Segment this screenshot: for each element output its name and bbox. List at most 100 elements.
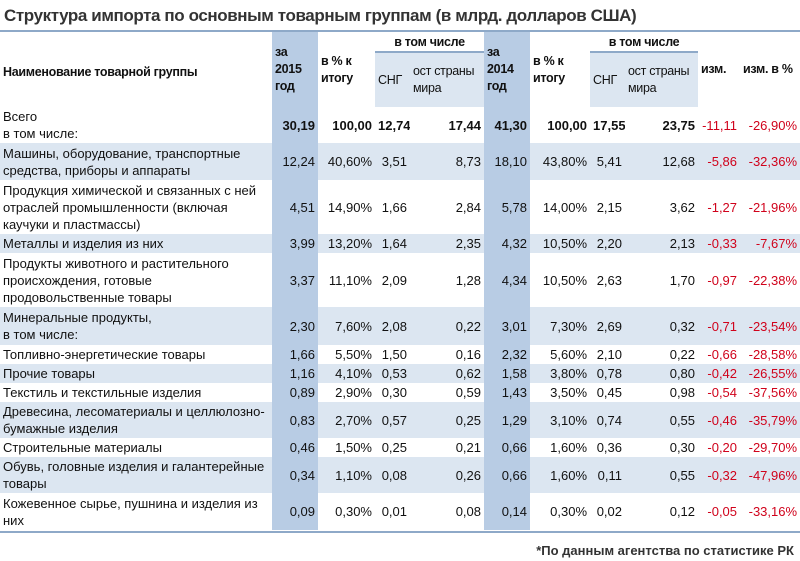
header-pct-2015: в % к итогу (321, 53, 353, 85)
cell-pct2014: 3,10% (530, 402, 591, 438)
cell-y2014: 0,14 (484, 493, 531, 530)
cell-rest2015: 2,84 (455, 199, 482, 215)
cell-change: -0,46 (698, 402, 741, 438)
cell-pct2014: 14,00% (542, 199, 588, 215)
cell-y2015: 30,19 (272, 107, 318, 143)
cell-y2014: 5,78 (484, 180, 531, 234)
cell-y2014: 4,32 (484, 234, 531, 253)
cell-pct2014: 43,80% (530, 143, 591, 180)
cell-y2014: 0,66 (484, 457, 531, 493)
cell-cis2014: 0,78 (590, 364, 626, 383)
cell-y2014: 2,32 (484, 345, 531, 364)
cell-pct2015: 2,90% (335, 385, 372, 400)
cell-change-pct: -23,54% (740, 307, 800, 345)
header-2014: за 2014 год (484, 32, 531, 107)
cell-rest2014: 0,80 (625, 364, 699, 383)
row-name: Продукция химической и связанных с ней о… (3, 182, 257, 232)
cell-rest2014: 0,30 (669, 440, 696, 455)
cell-y2014: 1,29 (484, 402, 531, 438)
table-row: Древесина, лесоматериалы и целлюлозно-бу… (0, 402, 800, 438)
cell-pct2014: 1,60% (550, 440, 588, 455)
cell-change-pct: -29,70% (748, 440, 798, 455)
table-row: Машины, оборудование, транспортные средс… (0, 143, 800, 180)
cell-y2014: 41,30 (484, 107, 531, 143)
page-title: Структура импорта по основным товарным г… (4, 6, 637, 25)
cell-y2015: 1,16 (272, 364, 318, 383)
cell-cis2015: 1,66 (381, 199, 407, 215)
cell-rest2014: 0,55 (625, 457, 699, 493)
cell-y2015: 0,46 (272, 438, 318, 457)
table-row: Продукция химической и связанных с ней о… (0, 180, 800, 234)
cell-pct2015: 14,90% (327, 199, 372, 215)
cell-cis2014: 2,63 (596, 272, 623, 288)
cell-pct2014: 3,80% (530, 364, 591, 383)
row-name: Металлы и изделия из них (0, 234, 272, 253)
cell-pct2014: 5,60% (550, 347, 588, 362)
header-incl-2015: в том числе (375, 32, 485, 53)
row-name: Минеральные продукты, в том числе: (0, 307, 272, 345)
header-change: изм. (701, 62, 727, 76)
cell-pct2014: 7,30% (530, 307, 591, 345)
table-row: Обувь, головные изделия и галантерейные … (0, 457, 800, 493)
row-name: Топливно-энергетические товары (3, 347, 206, 362)
cell-cis2015: 0,25 (381, 440, 407, 455)
cell-rest2014: 0,12 (669, 504, 696, 519)
cell-pct2014: 3,50% (550, 385, 588, 400)
cell-cis2015: 1,50 (381, 347, 407, 362)
cell-cis2014: 0,11 (590, 457, 626, 493)
cell-cis2014: 0,36 (596, 440, 623, 455)
cell-y2014: 3,01 (484, 307, 531, 345)
row-name: Кожевенное сырье, пушнина и изделия из н… (3, 495, 258, 528)
cell-rest2015: 0,22 (410, 307, 485, 345)
cell-change: -0,33 (698, 234, 741, 253)
cell-change-pct: -21,96% (748, 199, 798, 215)
import-structure-table: Наименование товарной группы за 2015 год… (0, 32, 800, 530)
cell-cis2015: 0,57 (375, 402, 410, 438)
cell-cis2014: 5,41 (590, 143, 626, 180)
cell-cis2014: 17,55 (593, 117, 626, 133)
table-row: Текстиль и текстильные изделия 0,89 2,90% 0… (0, 383, 800, 402)
cell-pct2015: 1,10% (318, 457, 375, 493)
header-rest-2015: ост страны мира (410, 52, 485, 107)
cell-cis2015: 0,30 (381, 385, 407, 400)
cell-change-pct: -22,38% (748, 272, 798, 288)
cell-change-pct: -33,16% (748, 504, 798, 519)
row-name: Прочие товары (0, 364, 272, 383)
cell-cis2015: 2,08 (375, 307, 410, 345)
cell-rest2015: 1,28 (455, 272, 482, 288)
cell-rest2015: 0,25 (410, 402, 485, 438)
header-change-pct: изм. в % (743, 62, 793, 76)
cell-rest2015: 17,44 (448, 117, 482, 133)
cell-rest2015: 0,21 (455, 440, 482, 455)
header-cis-2014: СНГ (590, 52, 626, 107)
cell-rest2015: 0,16 (455, 347, 482, 362)
header-2015: за 2015 год (272, 32, 318, 107)
cell-y2014: 1,43 (484, 383, 531, 402)
cell-rest2014: 3,62 (669, 199, 696, 215)
cell-cis2014: 0,45 (596, 385, 623, 400)
cell-cis2015: 0,08 (375, 457, 410, 493)
cell-change: -0,32 (698, 457, 741, 493)
cell-y2015: 3,99 (272, 234, 318, 253)
cell-rest2014: 1,70 (669, 272, 696, 288)
cell-change: -0,42 (698, 364, 741, 383)
cell-change: -0,97 (707, 272, 738, 288)
row-name: Продукты животного и растительного проис… (3, 255, 229, 305)
cell-y2015: 3,37 (272, 253, 318, 307)
cell-rest2015: 0,59 (455, 385, 482, 400)
row-name: Машины, оборудование, транспортные средс… (0, 143, 272, 180)
cell-pct2015: 100,00 (332, 117, 372, 133)
cell-change: -0,71 (698, 307, 741, 345)
table-row: Продукты животного и растительного проис… (0, 253, 800, 307)
cell-change: -0,20 (707, 440, 738, 455)
cell-rest2014: 0,32 (625, 307, 699, 345)
cell-change: -1,27 (707, 199, 738, 215)
table-row: Прочие товары 1,16 4,10% 0,53 0,62 1,58 3,80% 0… (0, 364, 800, 383)
cell-change-pct: -47,96% (740, 457, 800, 493)
cell-change-pct: -28,58% (748, 347, 798, 362)
cell-change: -0,66 (707, 347, 738, 362)
cell-pct2015: 2,70% (318, 402, 375, 438)
cell-pct2014: 10,50% (542, 272, 588, 288)
header-pct-2014: в % к итогу (533, 53, 565, 85)
cell-cis2015: 0,01 (381, 504, 407, 519)
